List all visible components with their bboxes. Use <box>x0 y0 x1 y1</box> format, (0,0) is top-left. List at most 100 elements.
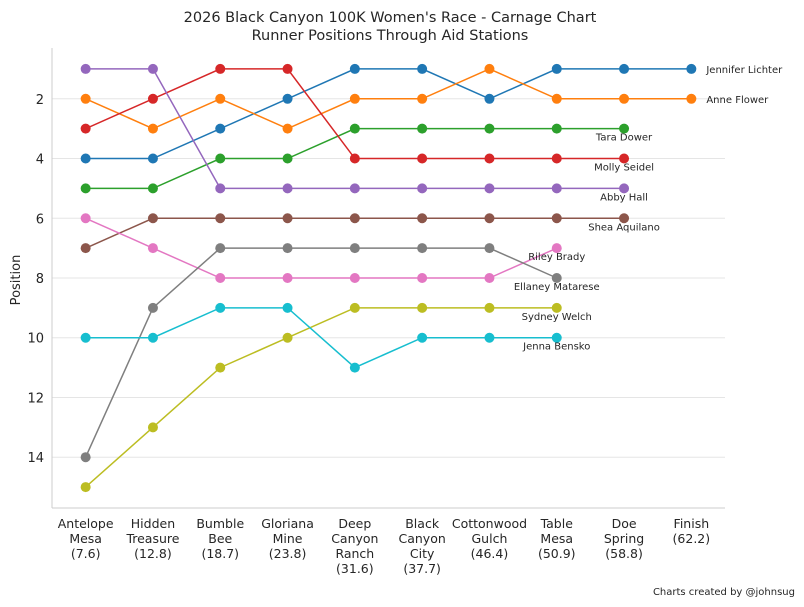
data-point <box>417 183 428 194</box>
x-tick-label: Bumble Bee (18.7) <box>196 516 244 561</box>
data-point <box>551 123 562 134</box>
data-point <box>349 93 360 104</box>
data-point <box>147 213 158 224</box>
data-point <box>282 123 293 134</box>
data-point <box>215 362 226 373</box>
y-tick-label: 14 <box>27 451 44 466</box>
data-point <box>417 93 428 104</box>
series-line <box>85 307 557 369</box>
data-point <box>551 63 562 74</box>
runner-label: Jennifer Lichter <box>705 65 783 76</box>
data-point <box>80 93 91 104</box>
data-point <box>619 153 630 164</box>
data-point <box>484 63 495 74</box>
data-point <box>80 332 91 343</box>
runner-label: Riley Brady <box>528 252 585 263</box>
data-point <box>282 273 293 283</box>
data-point <box>147 183 158 194</box>
series-line <box>85 307 557 488</box>
data-point <box>147 93 158 104</box>
data-point <box>484 273 495 283</box>
chart-title: 2026 Black Canyon 100K Women's Race - Ca… <box>184 10 597 26</box>
data-point <box>551 273 562 283</box>
runner-label: Sydney Welch <box>522 312 592 323</box>
data-point <box>349 243 360 254</box>
data-point <box>282 302 293 313</box>
data-point <box>349 123 360 134</box>
data-point <box>619 123 630 134</box>
series-line <box>85 68 625 160</box>
data-point <box>215 213 226 224</box>
data-point <box>80 482 91 493</box>
data-point <box>282 93 293 104</box>
data-point <box>80 123 91 134</box>
y-tick-label: 8 <box>36 272 44 287</box>
data-point <box>417 123 428 134</box>
data-point <box>282 183 293 194</box>
data-point <box>349 213 360 224</box>
data-point <box>484 332 495 343</box>
y-tick-label: 2 <box>36 93 44 108</box>
data-point <box>349 63 360 74</box>
data-point <box>282 332 293 343</box>
series-line <box>85 68 692 160</box>
data-point <box>215 273 226 283</box>
x-tick-label: Finish (62.2) <box>673 516 711 546</box>
data-point <box>686 93 697 104</box>
data-point <box>80 63 91 74</box>
x-tick-label: Table Mesa (50.9) <box>538 516 576 561</box>
series-line <box>85 217 558 279</box>
data-point <box>147 302 158 313</box>
data-point <box>215 93 226 104</box>
data-point <box>215 302 226 313</box>
data-point <box>551 213 562 224</box>
data-point <box>215 153 226 164</box>
data-point <box>282 213 293 224</box>
data-point <box>282 243 293 254</box>
x-tick-label: Deep Canyon Ranch (31.6) <box>331 516 378 576</box>
data-point <box>551 302 562 313</box>
data-point <box>147 243 158 254</box>
data-point <box>686 63 697 74</box>
y-tick-label: 12 <box>27 391 44 406</box>
data-point <box>551 153 562 164</box>
data-point <box>147 123 158 134</box>
data-point <box>619 213 630 224</box>
data-point <box>349 362 360 373</box>
data-point <box>147 63 158 74</box>
data-point <box>80 213 91 224</box>
y-tick-label: 4 <box>36 153 44 168</box>
data-point <box>417 153 428 164</box>
data-point <box>417 63 428 74</box>
data-point <box>484 243 495 254</box>
data-point <box>417 302 428 313</box>
data-point <box>484 213 495 224</box>
data-point <box>349 302 360 313</box>
y-tick-label: 6 <box>36 212 44 227</box>
data-point <box>215 123 226 134</box>
x-tick-label: Cottonwood Gulch (46.4) <box>452 516 527 561</box>
y-tick-label: 10 <box>27 332 44 347</box>
runner-label: Anne Flower <box>706 95 769 106</box>
footer: Charts created by @johnsug <box>653 587 795 598</box>
data-point <box>551 332 562 343</box>
data-point <box>619 93 630 104</box>
data-point <box>215 183 226 194</box>
data-point <box>147 153 158 164</box>
data-point <box>349 273 360 283</box>
data-point <box>215 63 226 74</box>
data-point <box>147 332 158 343</box>
x-tick-label: Black Canyon City (37.7) <box>399 516 446 576</box>
y-axis-label: Position <box>9 255 24 306</box>
data-point <box>147 422 158 433</box>
chart-subtitle: Runner Positions Through Aid Stations <box>252 28 529 44</box>
data-point <box>80 243 91 254</box>
x-tick-label: Antelope Mesa (7.6) <box>58 516 114 561</box>
runner-label: Jenna Bensko <box>522 342 590 353</box>
data-point <box>417 243 428 254</box>
data-point <box>282 153 293 164</box>
data-point <box>551 93 562 104</box>
data-point <box>417 213 428 224</box>
runner-label: Ellaney Matarese <box>514 282 600 293</box>
